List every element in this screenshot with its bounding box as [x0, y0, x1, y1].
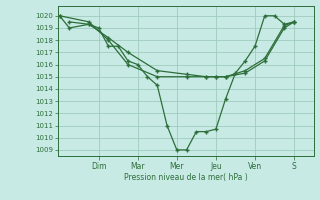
X-axis label: Pression niveau de la mer( hPa ): Pression niveau de la mer( hPa ) [124, 173, 247, 182]
